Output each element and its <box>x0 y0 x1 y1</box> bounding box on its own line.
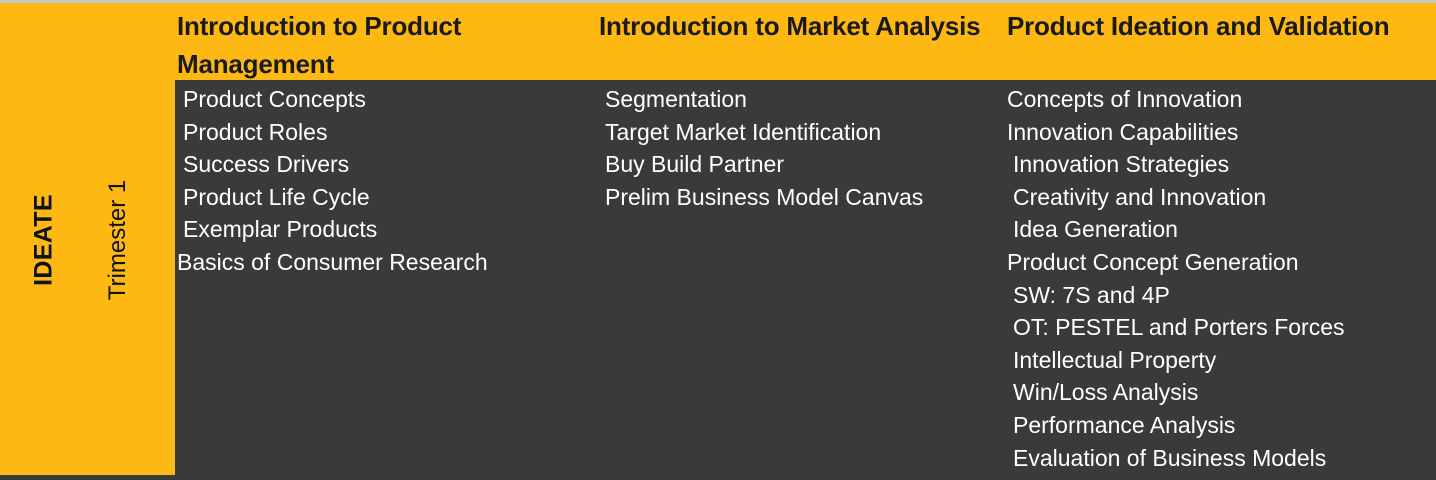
list-item: Segmentation <box>605 86 747 112</box>
list-item: Idea Generation <box>1013 216 1178 243</box>
list-item: Success Drivers <box>183 151 350 178</box>
top-border <box>0 0 1436 3</box>
trimester-label: Trimester 1 <box>104 179 131 301</box>
topic-list-market-analysis: Segmentation Target Market Identificatio… <box>599 83 923 213</box>
curriculum-panel <box>175 80 1436 480</box>
topic-list-ideation-validation: Concepts of Innovation Innovation Capabi… <box>1007 83 1345 474</box>
list-item: Win/Loss Analysis <box>1013 379 1199 406</box>
list-item: Product Life Cycle <box>183 183 370 210</box>
list-item: Basics of Consumer Research <box>177 248 488 275</box>
list-item: Exemplar Products <box>183 216 378 243</box>
list-item: Product Roles <box>183 118 328 145</box>
list-item: Innovation Strategies <box>1013 151 1230 178</box>
list-item: OT: PESTEL and Porters Forces <box>1013 314 1345 341</box>
stage-sidebar <box>0 3 175 475</box>
list-item: Target Market Identification <box>605 118 882 145</box>
list-item: Evaluation of Business Models <box>1013 444 1327 471</box>
module-title-product-management: Introduction to Product Management <box>177 11 462 79</box>
module-title-ideation-validation: Product Ideation and Validation <box>1007 11 1390 41</box>
list-item: Performance Analysis <box>1013 411 1236 438</box>
module-header-band <box>175 3 1436 80</box>
list-item: Buy Build Partner <box>605 151 784 178</box>
list-item: SW: 7S and 4P <box>1013 281 1170 308</box>
list-item: Intellectual Property <box>1013 346 1217 373</box>
list-item: Product Concept Generation <box>1007 248 1299 275</box>
list-item: Creativity and Innovation <box>1013 183 1267 210</box>
bottom-strip <box>0 475 175 480</box>
list-item: Prelim Business Model Canvas <box>605 183 924 210</box>
module-title-market-analysis: Introduction to Market Analysis <box>599 11 981 41</box>
list-item: Product Concepts <box>183 86 366 112</box>
topic-list-product-management: Product Concepts Product Roles Success D… <box>177 83 488 279</box>
stage-label: IDEATE <box>29 194 58 286</box>
list-item: Concepts of Innovation <box>1007 86 1243 112</box>
list-item: Innovation Capabilities <box>1007 118 1239 145</box>
